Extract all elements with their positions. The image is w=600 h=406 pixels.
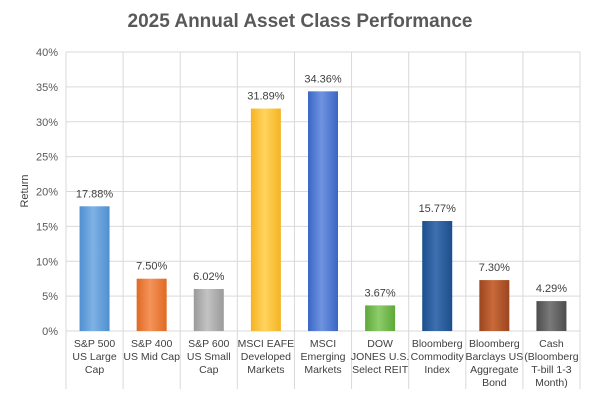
bars [79, 91, 567, 332]
data-label: 6.02% [193, 271, 224, 283]
data-label: 15.77% [419, 203, 457, 215]
y-tick-label: 20% [36, 187, 58, 199]
category-label: MSCI Emerging Markets [301, 338, 346, 376]
data-label: 3.67% [365, 287, 396, 299]
y-tick-label: 10% [36, 256, 58, 268]
category-label: S&P 600 US Small Cap [187, 338, 231, 376]
bar [308, 91, 338, 332]
category-label: DOW JONES U.S. Select REIT [351, 338, 409, 376]
y-tick-label: 35% [36, 82, 58, 94]
data-label: 17.88% [76, 188, 114, 200]
data-label: 7.50% [136, 261, 167, 273]
y-tick-label: 15% [36, 221, 58, 233]
chart-title: 2025 Annual Asset Class Performance [128, 11, 473, 32]
bar [422, 221, 453, 331]
bar [365, 305, 396, 331]
bar [193, 289, 224, 331]
y-tick-label: 40% [36, 47, 58, 59]
data-label: 7.30% [479, 262, 510, 274]
y-tick-label: 25% [36, 152, 58, 164]
data-label: 34.36% [304, 73, 342, 85]
y-tick-label: 30% [36, 117, 58, 129]
bar [250, 108, 281, 331]
category-label: MSCI EAFE Developed Markets [238, 338, 295, 376]
bar [479, 280, 510, 331]
category-label: Bloomberg Barclays US Aggregate Bond [465, 338, 523, 389]
category-label: S&P 500 US Large Cap [72, 338, 117, 376]
data-label: 31.89% [247, 91, 285, 103]
y-axis-label: Return [19, 174, 31, 207]
category-label: S&P 400 US Mid Cap [123, 338, 180, 363]
data-labels: 17.88% 7.50% 6.02% 31.89% 34.36% 3.67% 15.77% 7… [76, 73, 567, 299]
category-separators [65, 52, 581, 389]
category-label: Cash (Bloomberg T-bill 1-3 Month) [524, 338, 578, 389]
category-label: Bloomberg Commodity Index [411, 338, 465, 376]
y-tick-label: 5% [42, 291, 58, 303]
data-label: 4.29% [536, 283, 567, 295]
bar [136, 278, 167, 331]
y-axis-ticks: 0% 5% 10% 15% 20% 25% 30% 35% 40% [36, 47, 58, 338]
bar [536, 301, 567, 331]
bar [79, 206, 110, 331]
y-tick-label: 0% [42, 326, 58, 338]
